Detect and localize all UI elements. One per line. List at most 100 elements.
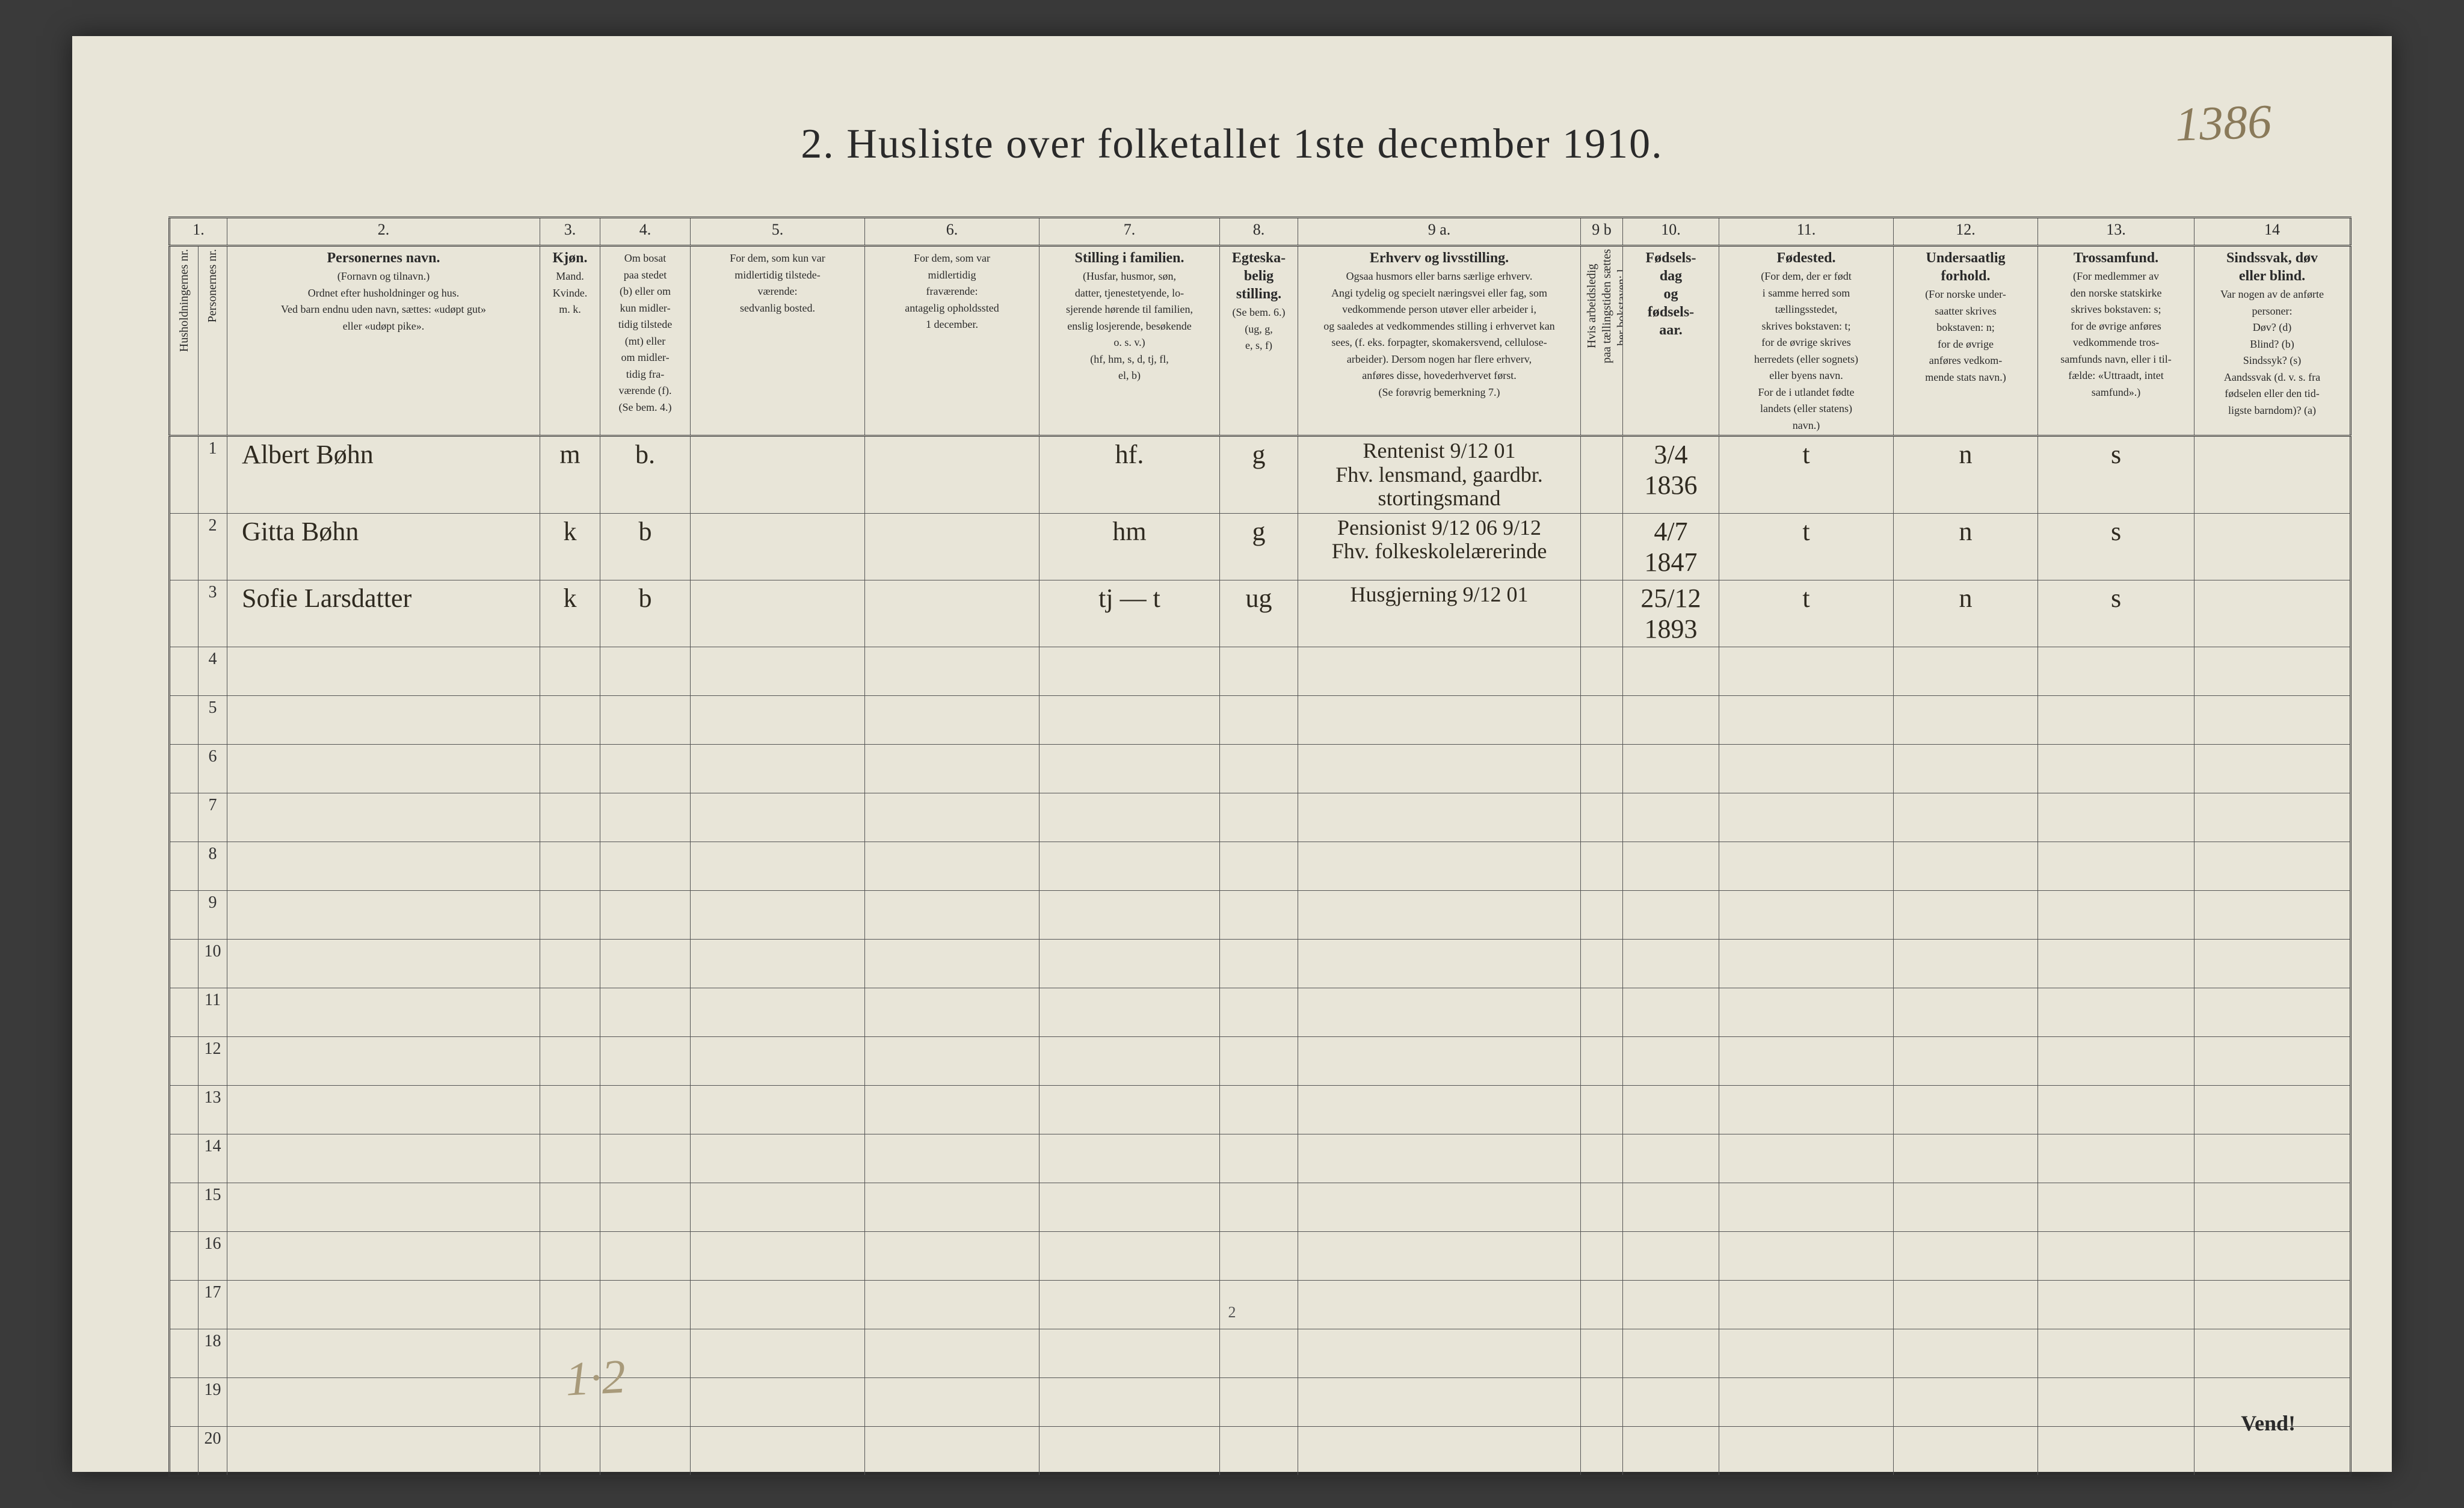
header-birthplace: Fødested. (For dem, der er født i samme … (1719, 246, 1894, 436)
empty-cell (227, 1329, 540, 1377)
empty-cell (1040, 647, 1220, 695)
empty-cell (2038, 842, 2194, 890)
sex-cell: k (540, 580, 600, 647)
occupation-cell: Pensionist 9/12 06 9/12 Fhv. folkeskolel… (1298, 513, 1581, 580)
empty-cell (600, 793, 691, 842)
header-resident: Om bosat paa stedet (b) eller om kun mid… (600, 246, 691, 436)
col-num-11: 11. (1719, 218, 1894, 246)
vend-label: Vend! (2241, 1411, 2296, 1436)
empty-cell (1581, 842, 1623, 890)
empty-cell (1040, 1329, 1220, 1377)
empty-cell (1623, 890, 1719, 939)
empty-cell (1623, 1036, 1719, 1085)
empty-cell (1894, 1085, 2038, 1134)
household-idx (170, 1280, 199, 1329)
empty-cell (1894, 842, 2038, 890)
empty-cell (1623, 1085, 1719, 1134)
empty-cell (600, 890, 691, 939)
table-row: 2Gitta BøhnkbhmgPensionist 9/12 06 9/12 … (170, 513, 2351, 580)
empty-cell (2194, 1183, 2351, 1231)
empty-cell (1719, 939, 1894, 988)
empty-cell (1581, 890, 1623, 939)
marital-cell: g (1220, 513, 1298, 580)
household-idx (170, 513, 199, 580)
empty-cell (1623, 695, 1719, 744)
empty-cell (1581, 793, 1623, 842)
empty-cell (1623, 988, 1719, 1036)
empty-cell (1220, 842, 1298, 890)
empty-cell (2038, 939, 2194, 988)
empty-cell (1581, 1377, 1623, 1426)
household-idx (170, 793, 199, 842)
empty-cell (540, 647, 600, 695)
empty-cell (540, 793, 600, 842)
empty-cell (691, 890, 865, 939)
empty-cell (1581, 1280, 1623, 1329)
table-row: 11 (170, 988, 2351, 1036)
empty-cell (540, 1426, 600, 1476)
empty-cell (691, 842, 865, 890)
empty-cell (1581, 1134, 1623, 1183)
family-cell: hf. (1040, 436, 1220, 514)
empty-cell (1298, 695, 1581, 744)
table-row: 3Sofie Larsdatterkbtj — tugHusgjerning 9… (170, 580, 2351, 647)
household-idx (170, 1377, 199, 1426)
header-sex: Kjøn. Mand. Kvinde. m. k. (540, 246, 600, 436)
header-unemployed: Hvis arbeidsledig paa tællingstiden sætt… (1581, 246, 1623, 436)
empty-cell (1623, 1280, 1719, 1329)
empty-cell (1719, 842, 1894, 890)
empty-cell (227, 988, 540, 1036)
empty-cell (1581, 1426, 1623, 1476)
empty-cell (865, 744, 1040, 793)
empty-cell (1298, 988, 1581, 1036)
empty-cell (1040, 695, 1220, 744)
empty-cell (1719, 744, 1894, 793)
birth-cell: 3/4 1836 (1623, 436, 1719, 514)
empty-cell (1298, 1329, 1581, 1377)
empty-cell (1719, 1426, 1894, 1476)
empty-cell (600, 1426, 691, 1476)
table-row: 18 (170, 1329, 2351, 1377)
empty-cell (865, 1183, 1040, 1231)
empty-cell (691, 1280, 865, 1329)
empty-cell (691, 939, 865, 988)
family-cell: hm (1040, 513, 1220, 580)
empty-cell (1220, 647, 1298, 695)
occupation-cell: Husgjerning 9/12 01 (1298, 580, 1581, 647)
empty-cell (691, 1231, 865, 1280)
empty-cell (1040, 890, 1220, 939)
birthplace-cell: t (1719, 580, 1894, 647)
empty-cell (1719, 1231, 1894, 1280)
c9b-cell (1581, 580, 1623, 647)
empty-cell (865, 1329, 1040, 1377)
empty-cell (2194, 1134, 2351, 1183)
empty-cell (2194, 988, 2351, 1036)
page-number-annotation: 1386 (2174, 94, 2272, 153)
empty-cell (1894, 939, 2038, 988)
empty-cell (227, 890, 540, 939)
empty-cell (691, 1183, 865, 1231)
empty-cell (865, 1036, 1040, 1085)
empty-cell (1719, 890, 1894, 939)
empty-cell (1298, 1231, 1581, 1280)
empty-cell (1298, 793, 1581, 842)
empty-cell (1298, 744, 1581, 793)
empty-cell (1040, 793, 1220, 842)
empty-cell (1719, 1085, 1894, 1134)
table-row: 13 (170, 1085, 2351, 1134)
person-idx: 12 (199, 1036, 227, 1085)
empty-cell (540, 1231, 600, 1280)
empty-cell (540, 842, 600, 890)
sex-cell: k (540, 513, 600, 580)
empty-cell (1220, 1085, 1298, 1134)
empty-cell (2194, 1085, 2351, 1134)
col5-cell (691, 513, 865, 580)
empty-cell (1581, 744, 1623, 793)
empty-cell (865, 988, 1040, 1036)
header-person-nr: Personernes nr. (199, 246, 227, 436)
empty-cell (1581, 647, 1623, 695)
sex-cell: m (540, 436, 600, 514)
empty-cell (1894, 1329, 2038, 1377)
empty-cell (1220, 793, 1298, 842)
empty-cell (540, 1085, 600, 1134)
